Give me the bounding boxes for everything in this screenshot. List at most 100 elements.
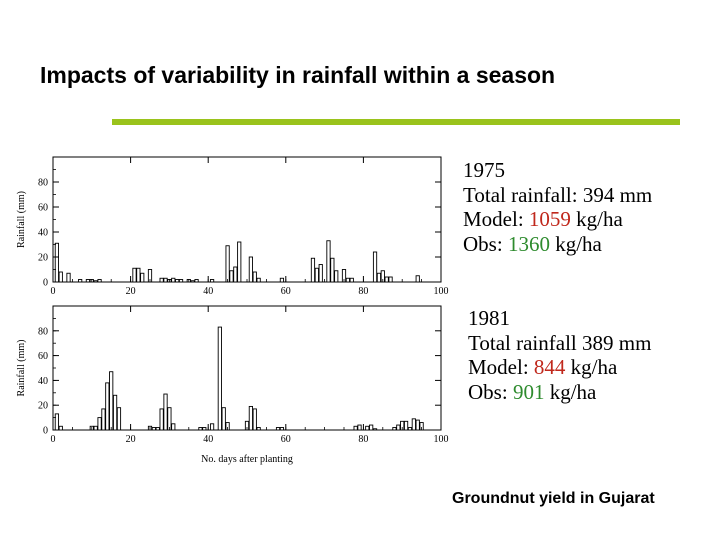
info-1975-model: Model: 1059 kg/ha: [463, 207, 652, 232]
info-1981-obs-value: 901: [512, 379, 545, 404]
rainfall-bar: [369, 424, 374, 431]
rainfall-bar: [109, 371, 114, 431]
x-tick-label: 40: [203, 434, 213, 445]
rainfall-bar: [155, 427, 160, 431]
rainfall-bar: [97, 417, 102, 431]
x-tick-label: 60: [281, 434, 291, 445]
rainfall-bar: [388, 276, 393, 283]
y-tick-label: 20: [38, 401, 48, 412]
x-tick-label: 40: [203, 286, 213, 297]
rainfall-bar: [171, 423, 176, 431]
rainfall-bar: [233, 266, 238, 283]
rainfall-bar: [279, 277, 285, 283]
rainfall-bar: [151, 427, 156, 431]
slide-caption: Groundnut yield in Gujarat: [452, 490, 655, 507]
x-tick-label: 0: [51, 286, 56, 297]
rainfall-bar: [58, 271, 63, 283]
rainfall-bar: [116, 407, 122, 431]
rainfall-bar: [353, 425, 358, 431]
info-1975-obs-unit: kg/ha: [555, 231, 602, 256]
rainfall-bar: [159, 408, 164, 431]
rainfall-bar: [97, 279, 102, 283]
y-tick-label: 40: [38, 228, 48, 239]
rainfall-bar: [171, 277, 176, 283]
rainfall-bar: [140, 272, 145, 283]
x-axis-label: No. days after planting: [201, 454, 293, 465]
title-accent-rule: [112, 119, 680, 125]
rainfall-bar: [93, 280, 98, 283]
x-tick-label: 20: [126, 434, 136, 445]
rainfall-bar: [376, 272, 382, 283]
rainfall-bar: [415, 275, 420, 283]
info-1981-total: Total rainfall 389 mm: [468, 330, 652, 355]
rainfall-bar: [159, 277, 164, 283]
info-1975-year: 1975: [463, 158, 505, 182]
rainfall-bar: [237, 241, 242, 283]
y-tick-label: 20: [38, 253, 48, 264]
rainfall-bar: [229, 270, 234, 283]
info-1975-model-unit: kg/ha: [576, 207, 623, 231]
rainfall-bar: [105, 382, 110, 431]
rainfall-bar: [248, 256, 253, 283]
info-1981: 1981 Total rainfall 389 mm Model: 844 kg…: [468, 306, 651, 404]
rainfall-bar: [330, 257, 335, 283]
info-1981-model-label: Model:: [468, 355, 529, 379]
info-1975-model-value: 1059: [528, 207, 571, 231]
x-tick-label: 80: [358, 434, 368, 445]
rainfall-bar: [396, 424, 401, 431]
y-tick-label: 80: [38, 178, 48, 189]
rainfall-bar: [112, 394, 118, 431]
rainfall-bar: [54, 413, 59, 431]
info-1981-obs-label: Obs:: [468, 379, 508, 404]
rainfall-bar: [318, 264, 323, 283]
rainfall-bar: [85, 279, 91, 283]
rainfall-bar: [314, 267, 319, 283]
info-1981-model-value: 844: [533, 355, 566, 379]
rainfall-bar: [163, 277, 168, 283]
rainfall-bar: [403, 420, 409, 431]
rainfall-bar: [101, 408, 106, 431]
info-1981-model-unit: kg/ha: [570, 355, 618, 379]
x-tick-label: 100: [434, 286, 449, 297]
rainfall-bar: [357, 424, 362, 431]
info-1981-year: 1981: [468, 306, 510, 330]
y-tick-label: 0: [43, 278, 48, 289]
rainfall-bar: [345, 277, 350, 283]
x-tick-label: 100: [434, 434, 449, 445]
info-1981-model: Model: 844 kg/ha: [468, 355, 651, 380]
rainfall-bar: [202, 427, 207, 431]
rainfall-bar: [217, 326, 222, 431]
rainfall-bar: [372, 251, 378, 283]
rainfall-bar: [66, 272, 71, 283]
rainfall-bar: [275, 427, 281, 431]
info-1975-model-label: Model:: [463, 207, 524, 231]
rainfall-bar: [349, 277, 354, 283]
rainfall-bar: [178, 279, 184, 283]
y-tick-label: 40: [38, 376, 48, 387]
x-tick-label: 80: [358, 286, 368, 297]
rainfall-bar: [78, 279, 83, 283]
rainfall-bar: [415, 419, 420, 431]
rainfall-bar: [221, 407, 226, 431]
y-tick-label: 0: [43, 426, 48, 437]
rainfall-bar: [256, 277, 261, 283]
x-tick-label: 60: [281, 286, 291, 297]
rainfall-bar: [334, 270, 339, 283]
rainfall-bar: [167, 407, 172, 431]
rainfall-bar: [384, 276, 389, 283]
slide-title: Impacts of variability in rainfall withi…: [40, 62, 556, 88]
rainfall-bar: [209, 423, 215, 431]
rainfall-bar: [194, 279, 199, 283]
rainfall-bar: [256, 427, 261, 431]
rainfall-bar: [58, 425, 63, 431]
x-tick-label: 20: [126, 286, 136, 297]
rainfall-bar: [163, 393, 168, 431]
rainfall-bar: [252, 408, 257, 431]
info-1975-obs-value: 1360: [507, 231, 550, 256]
rainfall-bar: [392, 427, 397, 431]
x-tick-label: 0: [51, 434, 56, 445]
rainfall-bar: [198, 427, 203, 431]
info-1975-obs: Obs: 1360 kg/ha: [463, 232, 652, 257]
